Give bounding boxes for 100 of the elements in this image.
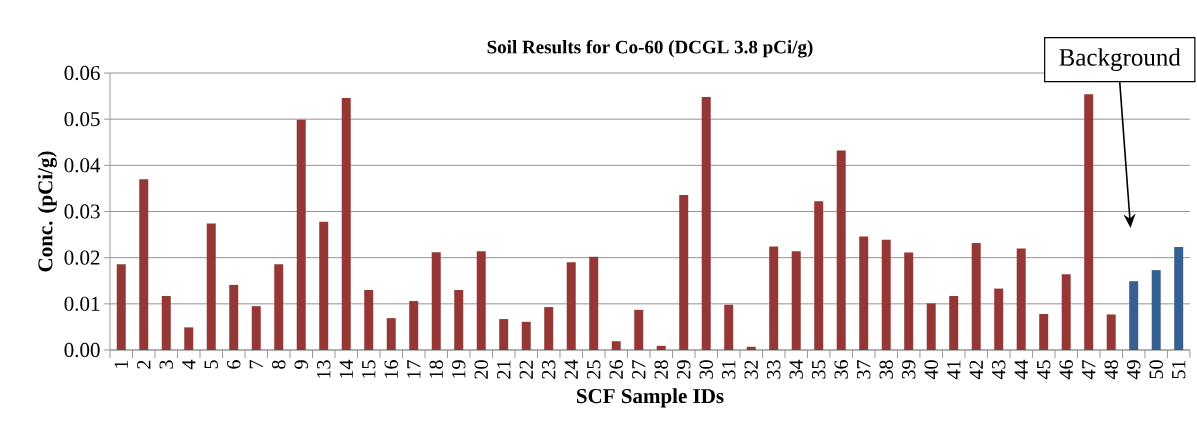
x-tick-label: 7 [249, 360, 263, 369]
x-tick-label: 31 [721, 360, 736, 379]
bar [386, 318, 396, 350]
y-tick-label: 0.04 [64, 158, 101, 173]
bar [859, 236, 869, 350]
bar [724, 304, 734, 350]
bar [656, 345, 666, 350]
bar [926, 303, 936, 350]
bar [814, 201, 824, 350]
bar [836, 150, 846, 350]
bar [1174, 247, 1184, 350]
x-tick-label: 16 [384, 360, 398, 378]
x-tick-label: 3 [159, 360, 173, 369]
x-tick-label: 8 [272, 360, 286, 369]
bar [476, 251, 486, 350]
y-tick-label: 0.02 [64, 250, 100, 265]
x-tick-label: 17 [407, 360, 421, 378]
x-tick-label: 50 [1149, 360, 1163, 379]
x-tick-label: 34 [789, 359, 803, 379]
bar [566, 262, 576, 350]
bar [1106, 314, 1116, 350]
bar [1016, 248, 1026, 350]
x-tick-label: 51 [1172, 360, 1186, 379]
x-tick-label: 1 [114, 360, 128, 368]
chart-title: Soil Results for Co-60 (DCGL 3.8 pCi/g) [487, 39, 813, 58]
bar [1039, 313, 1049, 350]
x-tick-label: 6 [227, 360, 241, 369]
bar [206, 223, 216, 350]
bar [881, 239, 891, 350]
x-tick-label: 24 [564, 359, 578, 379]
bar [251, 306, 261, 350]
x-tick-label: 46 [1059, 360, 1073, 380]
x-tick-label: 49 [1126, 360, 1141, 380]
x-tick-label: 19 [452, 360, 466, 378]
y-tick-label: 0.00 [64, 342, 100, 358]
bar [229, 284, 239, 350]
x-tick-label: 42 [969, 360, 983, 380]
y-tick-label: 0.05 [64, 112, 100, 127]
bar [904, 252, 914, 350]
text: Background [1059, 48, 1181, 71]
bar [296, 119, 306, 350]
bar [499, 319, 509, 350]
x-tick-label: 39 [901, 360, 916, 379]
y-tick-label: 0.01 [64, 296, 100, 311]
x-tick-label: 26 [609, 360, 623, 379]
bar [1061, 274, 1071, 350]
x-tick-label: 28 [654, 360, 668, 379]
bar [679, 194, 689, 350]
x-tick-label: 38 [879, 360, 893, 379]
x-tick-label: 36 [834, 360, 848, 379]
bar [1084, 94, 1094, 350]
x-tick-label: 37 [856, 360, 871, 379]
x-tick-label: 40 [924, 360, 938, 380]
bar [409, 301, 419, 350]
x-tick-label: 33 [766, 360, 781, 379]
bar [454, 289, 464, 350]
x-axis-title: SCF Sample IDs [577, 388, 724, 408]
bar [544, 307, 554, 350]
x-tick-label: 27 [632, 360, 646, 379]
bar [431, 252, 441, 350]
x-tick-label: 43 [991, 360, 1006, 380]
bar [589, 256, 599, 350]
bar [791, 251, 801, 350]
x-tick-label: 20 [474, 360, 488, 379]
bar [949, 295, 959, 350]
x-tick-label: 25 [587, 360, 601, 379]
x-tick-label: 15 [362, 360, 376, 378]
y-tick-label: 0.06 [64, 65, 100, 81]
x-tick-label: 35 [811, 360, 826, 379]
x-tick-label: 22 [519, 360, 533, 379]
y-axis-title: Conc. (pCi/g) [37, 151, 57, 272]
bar [994, 288, 1004, 350]
bar [611, 341, 621, 350]
bar [521, 321, 531, 350]
x-tick-label: 29 [677, 360, 691, 379]
bar [161, 295, 171, 350]
x-tick-label: 48 [1104, 360, 1118, 380]
x-tick-label: 13 [317, 360, 331, 378]
bar [1151, 270, 1161, 350]
bar [1129, 281, 1139, 350]
bar [769, 246, 779, 350]
bar [341, 97, 351, 350]
x-tick-label: 44 [1014, 359, 1028, 380]
bar [364, 289, 374, 350]
x-tick-label: 5 [204, 360, 218, 369]
bar [274, 264, 284, 350]
x-tick-label: 18 [429, 360, 443, 378]
bar [746, 346, 756, 350]
x-tick-label: 14 [339, 359, 353, 378]
x-tick-label: 21 [497, 360, 511, 379]
x-tick-label: 2 [137, 360, 151, 369]
x-tick-label: 41 [947, 360, 961, 380]
x-tick-label: 30 [699, 360, 713, 379]
bar [701, 97, 711, 350]
x-tick-label: 32 [744, 360, 758, 379]
x-tick-label: 4 [182, 359, 196, 370]
bar [116, 264, 126, 350]
x-tick-label: 9 [294, 360, 308, 369]
y-tick-label: 0.03 [64, 204, 100, 219]
bar [319, 221, 329, 350]
